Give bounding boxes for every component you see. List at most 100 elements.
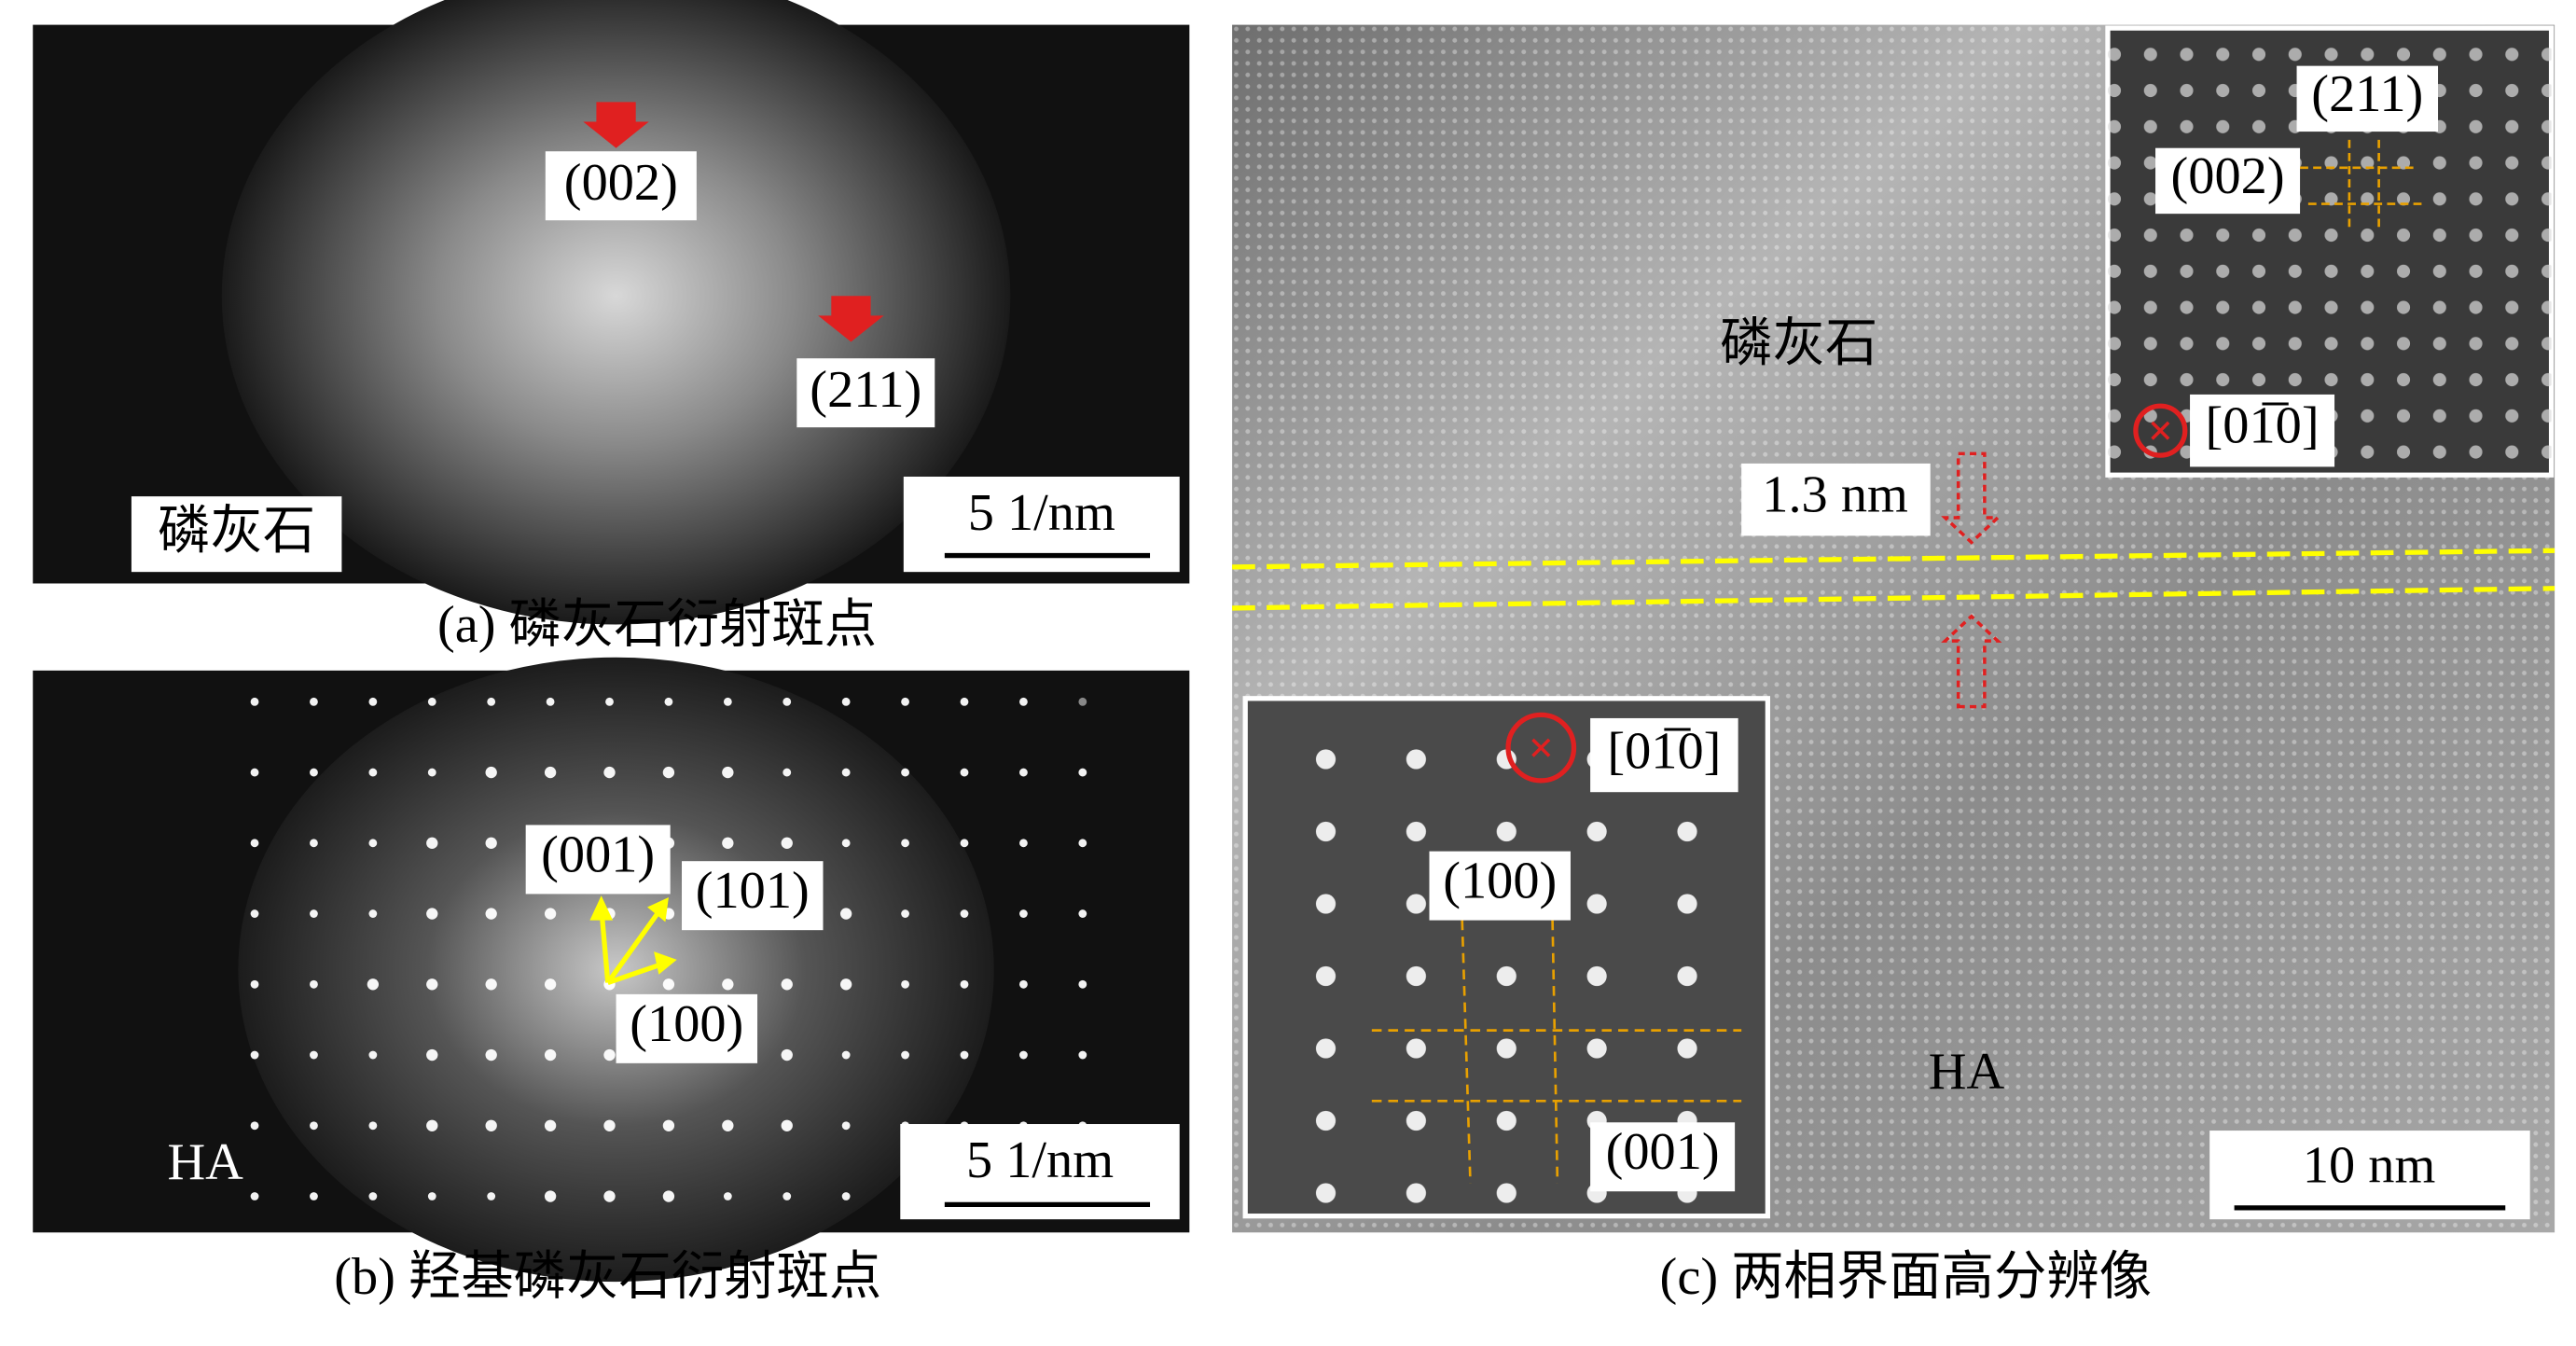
plane-label: (001): [1606, 1123, 1720, 1181]
diffraction-spot: [426, 837, 438, 849]
diffraction-spot: [1018, 909, 1028, 918]
diffraction-spot: [427, 697, 436, 706]
plane-label: (100): [630, 995, 743, 1053]
label-box: [1741, 463, 1931, 536]
diffraction-spot: [426, 908, 438, 920]
diffraction-spot: [485, 766, 497, 779]
diffraction-spot: [427, 768, 436, 777]
diffraction-spot: [901, 1050, 909, 1060]
diffraction-spot: [368, 768, 378, 777]
diffraction-spot: [427, 1192, 436, 1200]
diffraction-spot: [544, 1048, 557, 1062]
label-box: [545, 151, 697, 221]
label-box: [2296, 65, 2439, 132]
caption: (c) 两相界面高分辨像: [1660, 1248, 2153, 1306]
diffraction-spot: [1078, 979, 1087, 989]
diffraction-spot: [603, 1119, 616, 1131]
label-box: [616, 993, 758, 1063]
diffraction-spot: [544, 766, 557, 779]
diffraction-spot: [368, 839, 378, 848]
diffraction-spot: [250, 1050, 259, 1060]
diffraction-spot: [841, 1121, 851, 1131]
diffraction-halo: [221, 0, 1011, 625]
diffraction-spot: [368, 909, 378, 918]
plane-label: (211): [2311, 65, 2423, 123]
diffraction-spot: [250, 1121, 259, 1131]
diffraction-spot: [664, 697, 673, 706]
zone-axis-symbol: [1531, 738, 1551, 757]
interface-label: 1.3 nm: [1762, 466, 1908, 524]
plane-label: (002): [2171, 147, 2285, 205]
zone-axis-label: [01̅0]: [2206, 397, 2320, 455]
label-box: [1429, 851, 1571, 921]
diffraction-spot: [250, 979, 259, 989]
plane-label: (002): [564, 154, 678, 212]
diffraction-spot: [839, 978, 852, 991]
diffraction-spot: [310, 1192, 318, 1200]
phase-label: 磷灰石: [1720, 315, 1877, 373]
diffraction-spot: [1078, 1050, 1087, 1060]
diffraction-spot: [250, 768, 259, 777]
diffraction-spot: [310, 768, 318, 777]
diffraction-spot: [662, 1190, 675, 1202]
diffraction-spot: [603, 1048, 616, 1062]
diffraction-spot: [960, 1050, 969, 1060]
diffraction-spot: [250, 839, 259, 848]
diffraction-spot: [841, 1050, 851, 1060]
diffraction-spot: [723, 697, 732, 706]
label-box: [2190, 394, 2335, 467]
diffraction-spot: [960, 979, 969, 989]
diffraction-spot: [960, 909, 969, 918]
label-box: [2155, 147, 2301, 215]
diffraction-spot: [1078, 839, 1087, 848]
diffraction-spot: [901, 979, 909, 989]
diffraction-spot: [250, 909, 259, 918]
diffraction-spot: [722, 837, 734, 849]
diffraction-spot: [603, 1190, 616, 1202]
diffraction-spot: [310, 979, 318, 989]
panel-a: (002) (211) 磷灰石 5 1/nm (a) 磷灰石衍射斑点: [33, 0, 1190, 654]
diffraction-spot: [901, 768, 909, 777]
label-box: [796, 358, 935, 428]
scale-label: 5 1/nm: [966, 1131, 1114, 1189]
diffraction-spot: [1018, 768, 1028, 777]
diffraction-spot: [841, 697, 851, 706]
diffraction-spot: [250, 697, 259, 706]
scale-label: 10 nm: [2303, 1136, 2435, 1194]
diffraction-spot: [368, 1192, 378, 1200]
zone-axis-label: [01̅0]: [1607, 722, 1721, 780]
label-box: [525, 825, 671, 895]
diffraction-spot: [839, 908, 852, 920]
diffraction-spot: [544, 908, 557, 920]
plane-label: (211): [810, 361, 921, 419]
diffraction-spot: [250, 1192, 259, 1200]
diffraction-spot: [485, 978, 497, 991]
diffraction-spot: [1018, 1050, 1028, 1060]
diffraction-spot: [310, 839, 318, 848]
diffraction-spot: [368, 1050, 378, 1060]
diffraction-spot: [367, 978, 380, 991]
diffraction-spot: [544, 978, 557, 991]
interface-line: [1232, 548, 2555, 570]
arrow: [605, 905, 665, 985]
diffraction-spot: [426, 1119, 438, 1131]
diffraction-spot: [310, 1050, 318, 1060]
diffraction-spot: [485, 1048, 497, 1062]
arrow-head: [647, 896, 669, 923]
diffraction-spot: [368, 1121, 378, 1131]
diffraction-spot: [1018, 839, 1028, 848]
diffraction-spot: [782, 768, 792, 777]
zone-axis-symbol: [1505, 712, 1577, 784]
arrow: [1941, 614, 2002, 709]
diffraction-spot: [782, 697, 792, 706]
diffraction-spot: [485, 1119, 497, 1131]
diffraction-spot: [1018, 697, 1028, 706]
diffraction-spot: [841, 768, 851, 777]
diffraction-spot: [662, 766, 675, 779]
panel-c: 磷灰石 1.3 nm HA 10 nm (211) (002) [01̅0] […: [1232, 24, 2555, 1306]
diffraction-spot: [781, 1119, 793, 1131]
diffraction-spot: [544, 1119, 557, 1131]
diffraction-spot: [662, 1119, 675, 1131]
diffraction-spot: [722, 978, 734, 991]
diffraction-spot: [310, 697, 318, 706]
